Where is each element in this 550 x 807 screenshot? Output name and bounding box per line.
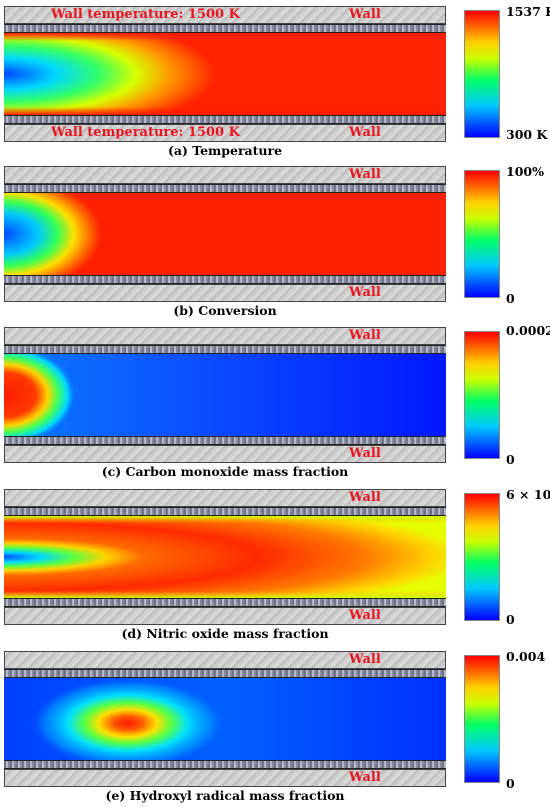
bottom-wall-mesh (4, 275, 446, 284)
colorbar-max-label: 0.0002 (506, 323, 550, 338)
bottom-wall-label: Wall (349, 125, 381, 140)
reactor-contour: Wall Wall (4, 327, 446, 463)
top-wall-label: Wall (349, 7, 381, 22)
bottom-wall-label: Wall (349, 770, 381, 785)
reactor-contour: Wall temperature: 1500 K Wall Wall tempe… (4, 6, 446, 142)
panel-caption: (a) Temperature (167, 143, 283, 158)
top-wall (4, 651, 446, 669)
colorbar-max-label: 1537 K (506, 4, 550, 19)
bottom-wall (4, 607, 446, 625)
top-wall (4, 166, 446, 184)
bottom-wall-mesh (4, 598, 446, 607)
top-wall (4, 6, 446, 24)
bottom-wall-mesh (4, 760, 446, 769)
top-wall-mesh (4, 669, 446, 678)
bottom-wall (4, 124, 446, 142)
temperature-field (4, 33, 446, 115)
panel-caption: (e) Hydroxyl radical mass fraction (105, 788, 345, 803)
top-wall-label: Wall (349, 328, 381, 343)
panel-caption: (c) Carbon monoxide mass fraction (101, 464, 349, 479)
reactor-contour: Wall Wall (4, 651, 446, 787)
colorbar-max-label: 0.004 (506, 649, 546, 664)
bottom-wall-label: Wall (349, 285, 381, 300)
top-wall (4, 327, 446, 345)
conversion-field (4, 193, 446, 275)
bottom-wall (4, 445, 446, 463)
top-wall-mesh (4, 507, 446, 516)
colorbar (464, 493, 500, 621)
top-wall-label: Wall (349, 167, 381, 182)
colorbar (464, 170, 500, 298)
colorbar-max-label: 6 × 10−8 (506, 487, 550, 503)
bottom-wall-mesh (4, 115, 446, 124)
colorbar-min-label: 0 (506, 612, 515, 627)
colorbar (464, 331, 500, 459)
colorbar (464, 10, 500, 138)
bottom-wall-mesh (4, 436, 446, 445)
panel-caption: (b) Conversion (173, 303, 277, 318)
colorbar-min-label: 0 (506, 452, 515, 467)
colorbar (464, 655, 500, 783)
bottom-wall (4, 769, 446, 787)
colorbar-max-label: 100% (506, 164, 544, 179)
top-wall-mesh (4, 184, 446, 193)
bottom-wall-temperature-label: Wall temperature: 1500 K (51, 125, 240, 140)
colorbar-min-label: 300 K (506, 127, 548, 142)
top-wall (4, 489, 446, 507)
bottom-wall-label: Wall (349, 608, 381, 623)
panel-caption: (d) Nitric oxide mass fraction (121, 626, 329, 641)
reactor-contour: Wall Wall (4, 166, 446, 302)
top-wall-label: Wall (349, 490, 381, 505)
colorbar-min-label: 0 (506, 776, 515, 791)
top-wall-mesh (4, 24, 446, 33)
carbon-monoxide-field (4, 354, 446, 436)
colorbar-min-label: 0 (506, 291, 515, 306)
nitric-oxide-field (4, 516, 446, 598)
top-wall-label: Wall (349, 652, 381, 667)
reactor-contour: Wall Wall (4, 489, 446, 625)
top-wall-mesh (4, 345, 446, 354)
hydroxyl-radical-field (4, 678, 446, 760)
top-wall-temperature-label: Wall temperature: 1500 K (51, 7, 240, 22)
bottom-wall (4, 284, 446, 302)
bottom-wall-label: Wall (349, 446, 381, 461)
